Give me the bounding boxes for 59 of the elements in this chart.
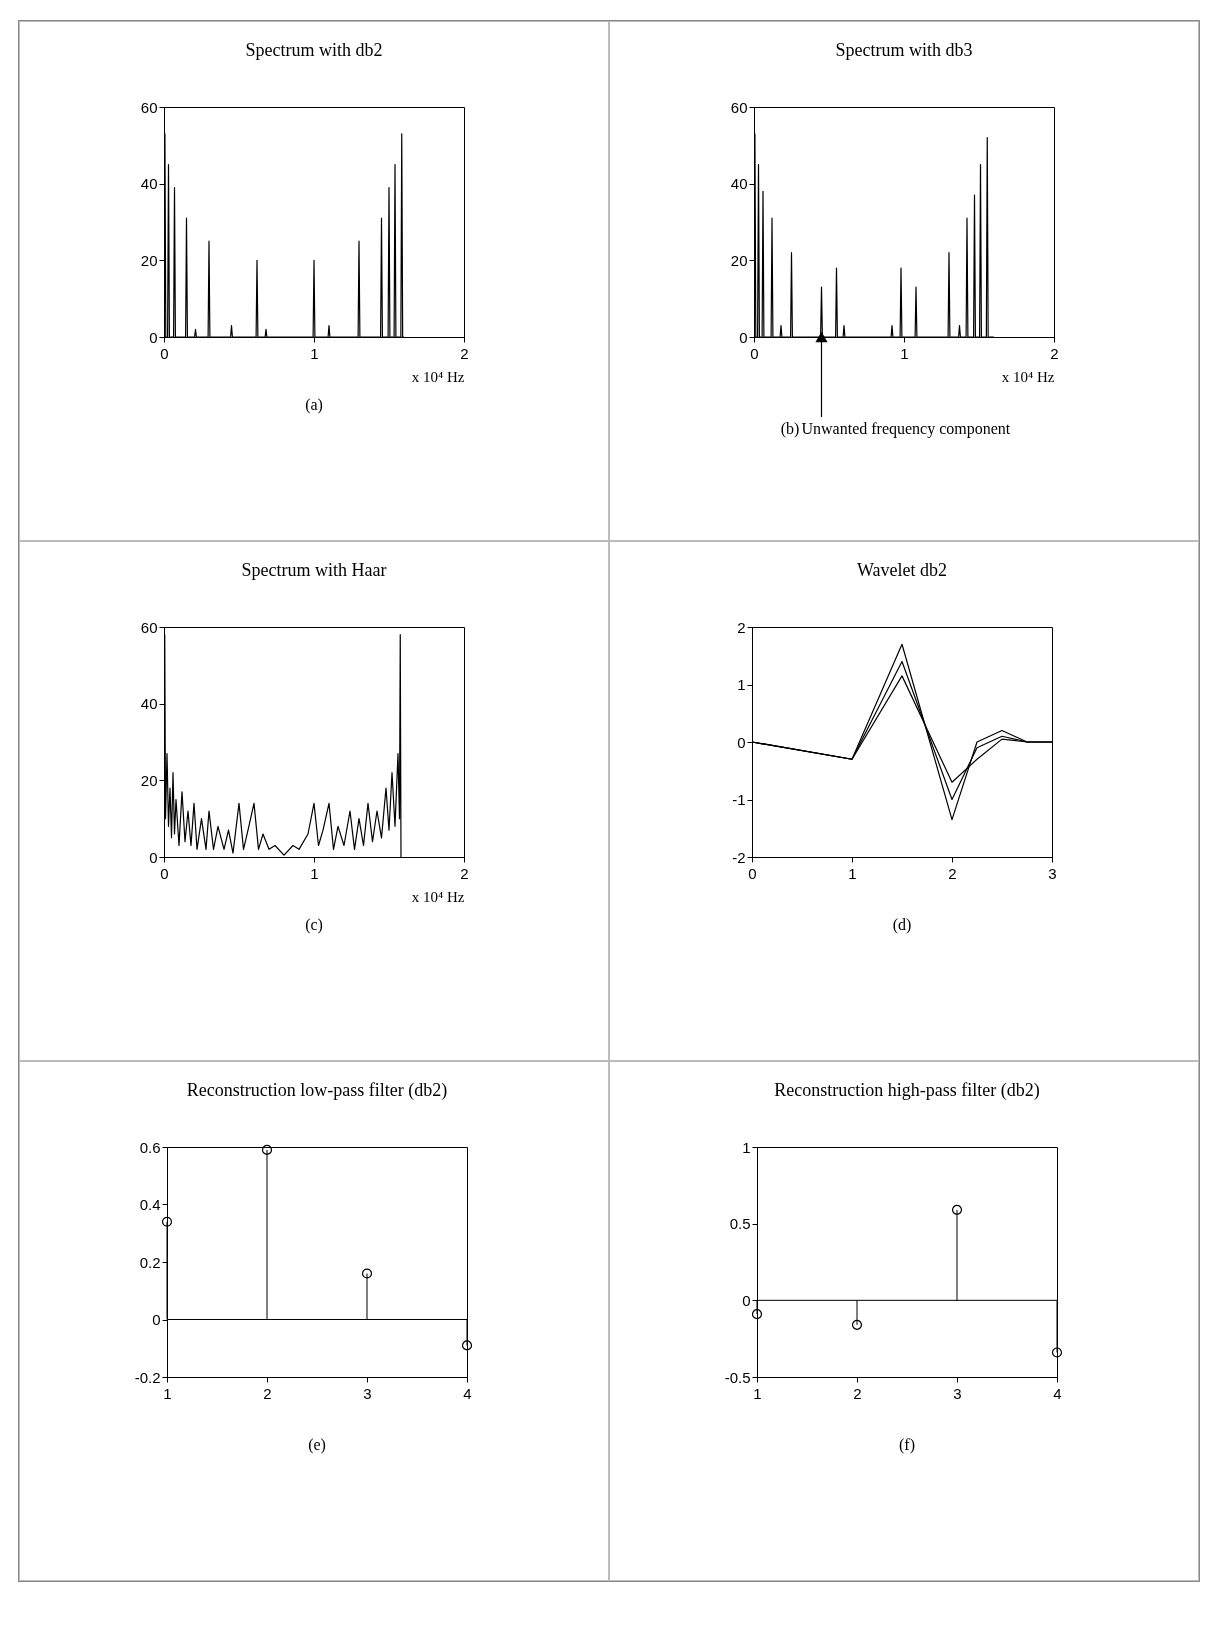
x-tick-label: 2: [459, 344, 469, 362]
y-tick-label: 0: [737, 733, 746, 751]
y-tick-label: 20: [140, 771, 157, 789]
y-tick-label: 0.5: [729, 1215, 751, 1233]
x-tick-label: 3: [363, 1384, 372, 1402]
chart-title: Reconstruction high-pass filter (db2): [774, 1080, 1040, 1101]
chart-title: Spectrum with Haar: [241, 560, 386, 580]
text: (f): [899, 1436, 915, 1454]
x-axis-title: x 10⁴ Hz: [1001, 368, 1055, 385]
chart-title: Spectrum with db2: [245, 40, 382, 60]
x-tick-label: 4: [463, 1384, 472, 1402]
y-tick-label: 0: [742, 1291, 751, 1309]
chart-title: Reconstruction low-pass filter (db2): [186, 1080, 448, 1101]
x-tick-label: 2: [1049, 344, 1059, 362]
y-tick-label: 60: [140, 98, 157, 116]
text: (a): [304, 396, 323, 414]
y-tick-label: -1: [732, 791, 746, 808]
text: (c): [304, 916, 323, 934]
y-tick-label: 0: [148, 328, 157, 346]
y-tick-label: 0.6: [139, 1138, 161, 1156]
x-tick-label: 1: [309, 864, 319, 882]
y-tick-label: 40: [730, 175, 747, 193]
y-tick-label: 0.4: [139, 1196, 161, 1213]
x-tick-label: 2: [948, 864, 957, 882]
x-tick-label: 1: [848, 864, 857, 882]
y-tick-label: 0: [152, 1311, 161, 1328]
x-tick-label: 2: [459, 864, 469, 882]
x-tick-label: 1: [309, 344, 319, 362]
y-tick-label: 60: [140, 618, 157, 636]
y-tick-label: 40: [140, 695, 157, 713]
y-tick-label: -2: [732, 848, 746, 866]
y-tick-label: 1: [742, 1138, 751, 1156]
y-tick-label: 40: [140, 175, 157, 193]
x-tick-label: 1: [753, 1384, 762, 1402]
y-tick-label: 1: [737, 676, 746, 693]
chart-title: Spectrum with db3: [835, 40, 972, 60]
x-tick-label: 1: [899, 344, 909, 362]
y-tick-label: 20: [730, 251, 747, 269]
x-tick-label: 2: [263, 1384, 272, 1402]
chart-title: Wavelet db2: [856, 560, 948, 580]
x-tick-label: 2: [853, 1384, 862, 1402]
text: (b): [780, 420, 799, 438]
x-tick-label: 1: [163, 1384, 172, 1402]
x-tick-label: 3: [953, 1384, 962, 1402]
annotation: Unwanted frequency component: [801, 420, 1011, 438]
x-tick-label: 3: [1048, 864, 1057, 882]
x-axis-title: x 10⁴ Hz: [411, 888, 465, 905]
y-tick-label: 20: [140, 251, 157, 269]
y-tick-label: 0: [738, 328, 747, 346]
x-axis-title: x 10⁴ Hz: [411, 368, 465, 385]
text: (e): [308, 1436, 326, 1454]
x-tick-label: 4: [1053, 1384, 1062, 1402]
y-tick-label: 0.2: [139, 1253, 161, 1271]
y-tick-label: -0.5: [724, 1368, 751, 1386]
y-tick-label: -0.2: [134, 1368, 161, 1386]
text: (d): [892, 916, 912, 934]
y-tick-label: 2: [737, 618, 746, 636]
y-tick-label: 0: [148, 848, 157, 866]
y-tick-label: 60: [730, 98, 747, 116]
